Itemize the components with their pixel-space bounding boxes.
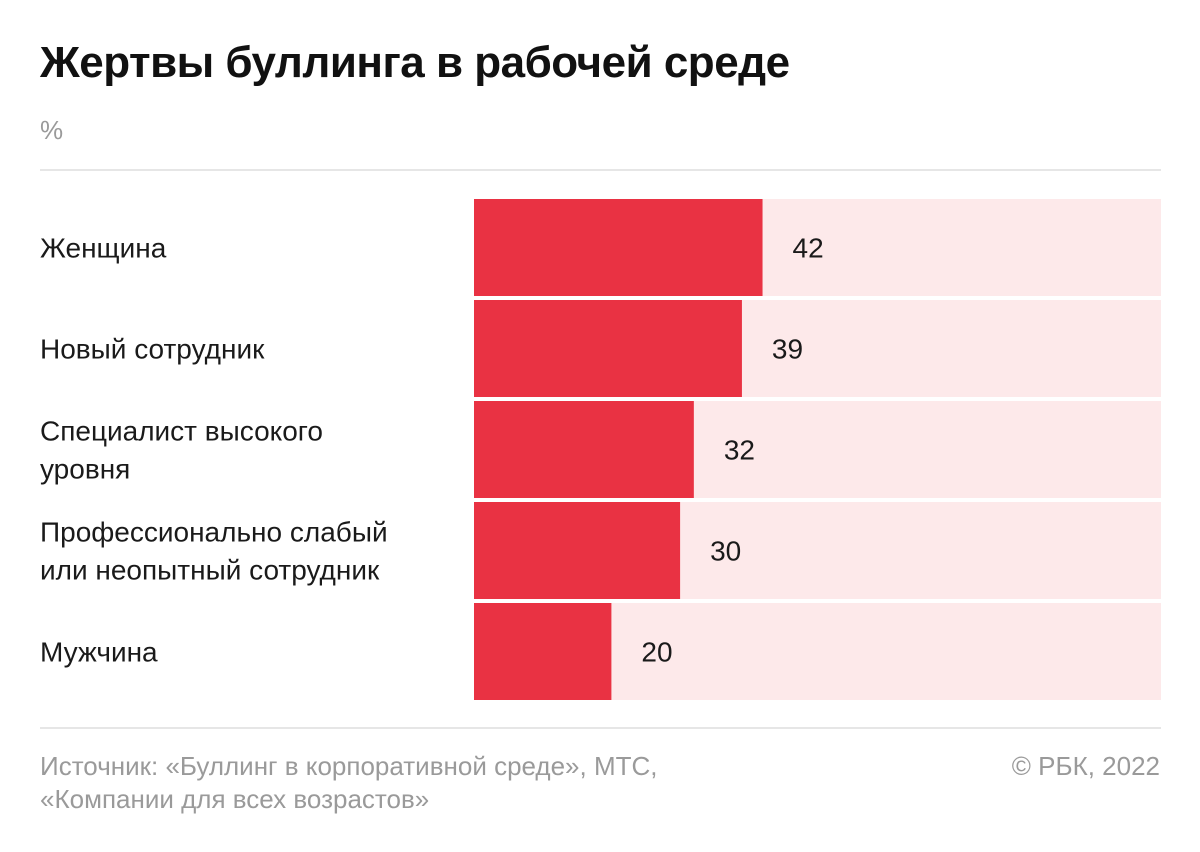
category-label-line: Новый сотрудник xyxy=(40,334,265,365)
category-label: Специалист высокого уровня xyxy=(40,416,323,485)
data-label: 42 xyxy=(793,233,824,264)
category-label: Мужчина xyxy=(40,637,158,668)
top-divider xyxy=(40,169,1161,171)
category-label: Профессионально слабый или неопытный сотр… xyxy=(40,517,388,586)
unit-label: % xyxy=(40,115,64,145)
data-label: 20 xyxy=(641,637,672,668)
bar xyxy=(474,300,742,397)
copyright: © РБК, 2022 xyxy=(1011,751,1160,781)
category-label-line: Женщина xyxy=(40,233,167,264)
source-line: «Компании для всех возрастов» xyxy=(40,784,430,814)
category-label-line: Мужчина xyxy=(40,637,158,668)
category-label-line: Специалист высокого xyxy=(40,416,323,447)
source-line: Источник: «Буллинг в корпоративной среде… xyxy=(40,751,658,781)
bar xyxy=(474,199,763,296)
data-label: 39 xyxy=(772,334,803,365)
bar xyxy=(474,401,694,498)
bar xyxy=(474,603,612,700)
chart-title: Жертвы буллинга в рабочей среде xyxy=(40,38,790,87)
category-label-line: уровня xyxy=(40,454,130,485)
category-label-line: Профессионально слабый xyxy=(40,517,388,548)
source-note: Источник: «Буллинг в корпоративной среде… xyxy=(40,750,800,816)
bottom-divider xyxy=(40,727,1161,729)
category-label: Женщина xyxy=(40,233,167,264)
data-label: 32 xyxy=(724,435,755,466)
bar xyxy=(474,502,681,599)
category-label: Новый сотрудник xyxy=(40,334,265,365)
data-label: 30 xyxy=(710,536,741,567)
category-label-line: или неопытный сотрудник xyxy=(40,555,380,586)
